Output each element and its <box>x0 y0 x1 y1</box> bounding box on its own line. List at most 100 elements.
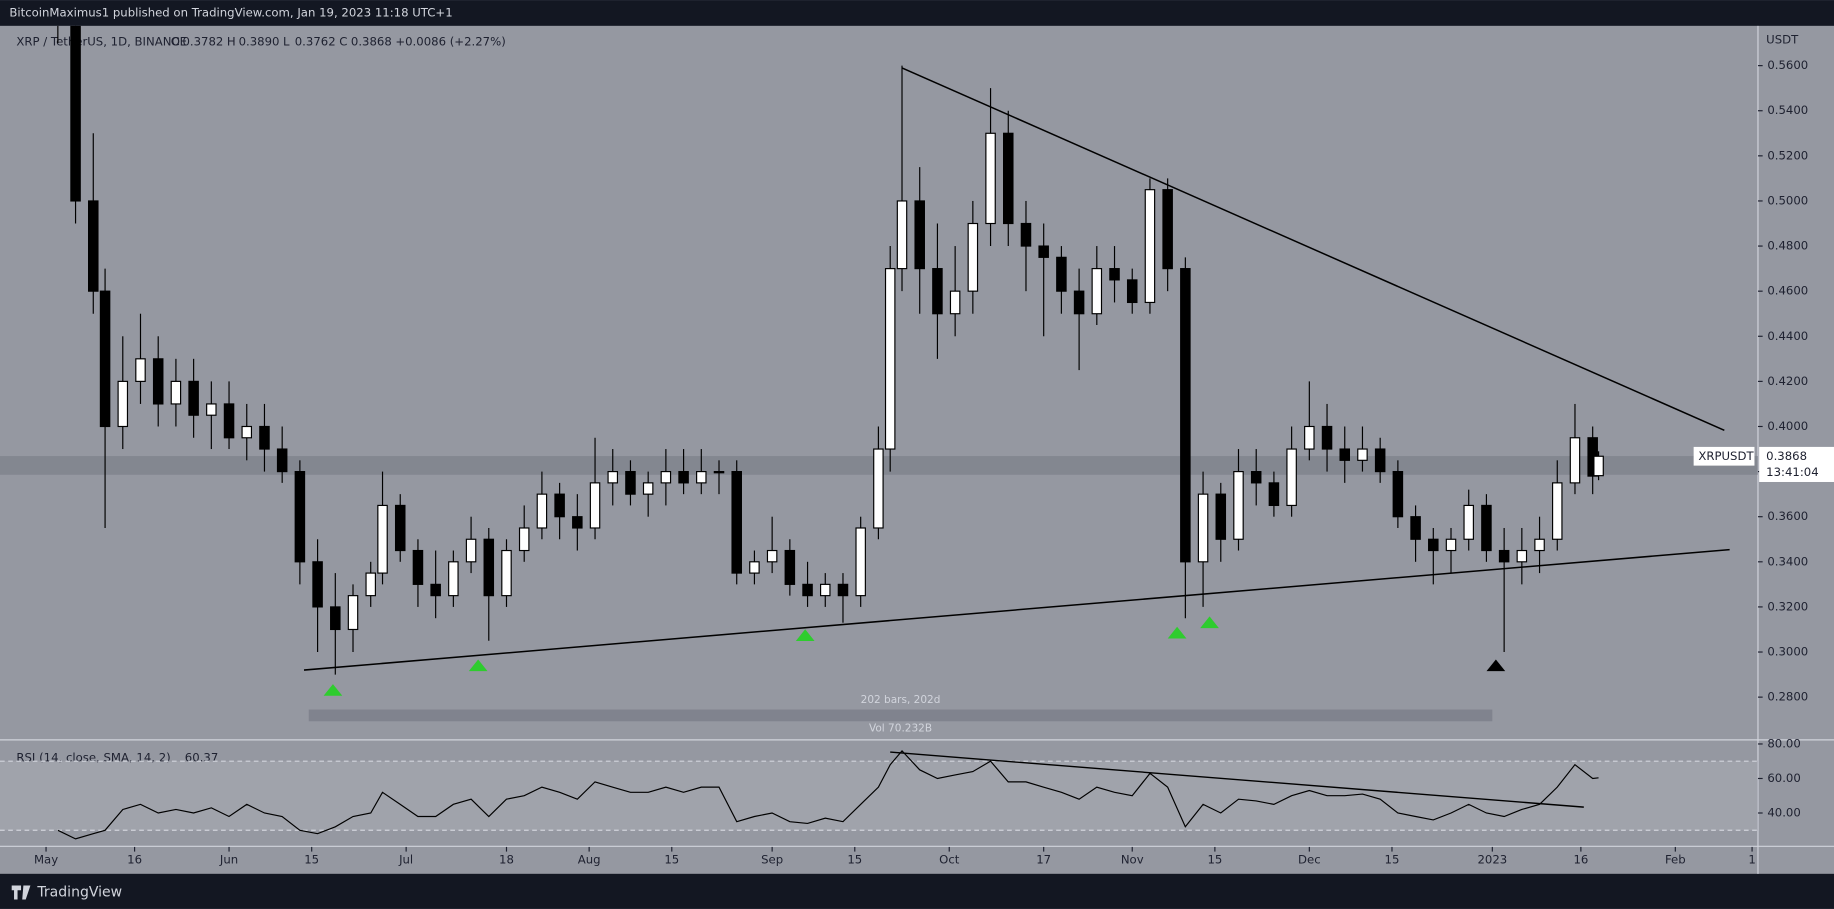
range-text: 202 bars, 202d <box>861 694 941 706</box>
price-pane <box>0 25 1758 722</box>
x-tick-label: 1 <box>1748 852 1755 866</box>
candle-body <box>1233 471 1244 540</box>
price-tag-bg <box>1759 446 1834 482</box>
rsi-pane <box>0 750 1758 840</box>
x-tick-label: Aug <box>578 852 601 866</box>
x-tick-label: 16 <box>1573 852 1588 866</box>
candle-body <box>1197 493 1209 563</box>
x-tick-label: 15 <box>1207 852 1222 866</box>
x-tick-label: Dec <box>1298 852 1321 866</box>
candle-body <box>1038 245 1049 258</box>
y-tick-label: 0.3200 <box>1767 599 1808 613</box>
candle-body <box>312 561 323 608</box>
candle-body <box>1569 437 1581 484</box>
candle-body <box>206 403 217 416</box>
candle-body <box>914 200 925 270</box>
ohlc-legend: H <box>227 35 236 49</box>
candle-body <box>678 471 689 484</box>
candle-body <box>259 425 270 450</box>
candle-body <box>1091 268 1103 315</box>
candle-body <box>241 425 253 439</box>
price-tag-symbol-bg <box>1693 446 1755 466</box>
x-tick-label: Feb <box>1665 852 1686 866</box>
candle-body <box>1020 222 1032 247</box>
candle-body <box>1180 268 1191 563</box>
candle-body <box>1321 425 1333 450</box>
x-tick-label: Jun <box>219 852 238 866</box>
candle-body <box>1003 132 1014 225</box>
candle-body <box>1109 268 1120 281</box>
candle-body <box>749 561 760 574</box>
x-tick-label: 16 <box>127 852 142 866</box>
candle-body <box>1162 189 1173 270</box>
candle-body <box>430 583 441 597</box>
candle-body <box>1268 482 1280 507</box>
candle-body <box>377 504 388 574</box>
price-tag-countdown: 13:41:04 <box>1766 465 1819 479</box>
candle-body <box>1516 549 1528 563</box>
currency: USDT <box>1766 32 1799 46</box>
candle-body <box>365 572 376 597</box>
candle-body <box>1357 448 1368 461</box>
candle-body <box>1552 482 1563 540</box>
y-tick-label: 0.4400 <box>1767 329 1808 343</box>
candle-body <box>188 380 199 416</box>
x-tick-label: May <box>34 852 58 866</box>
y-tick-label: 0.4800 <box>1767 239 1808 253</box>
x-tick-label: 15 <box>847 852 862 866</box>
candle-body <box>554 493 565 518</box>
y-tick-label: 0.5000 <box>1767 193 1808 207</box>
candle-body <box>820 583 831 597</box>
candle-body <box>1593 455 1604 477</box>
top-bar: BitcoinMaximus1 published on TradingView… <box>0 0 1834 26</box>
candle-body <box>412 549 424 585</box>
candle-body <box>117 380 129 428</box>
candle-body <box>1215 493 1227 540</box>
marker <box>1200 616 1219 629</box>
ohlc-legend: 0.3890 <box>239 35 280 49</box>
candle-body <box>1428 538 1439 552</box>
candle-body <box>518 527 530 552</box>
candle-body <box>1304 425 1315 450</box>
candle-body <box>949 290 961 315</box>
candle-body <box>88 200 99 292</box>
y-tick-label: 0.2800 <box>1767 690 1808 704</box>
x-tick-label: Sep <box>761 852 783 866</box>
candle-body <box>855 527 866 597</box>
y-tick-label: 0.5600 <box>1767 58 1808 72</box>
marker <box>1486 659 1506 672</box>
candle-body <box>394 504 406 552</box>
rsi-tick-label: 60.00 <box>1767 771 1800 785</box>
ohlc-legend: L <box>283 35 290 49</box>
overlay: 0.28000.30000.32000.34000.36000.38000.40… <box>34 35 1834 866</box>
y-tick-label: 0.4000 <box>1767 419 1808 433</box>
candle-body <box>223 403 235 439</box>
candle-body <box>483 538 495 597</box>
marker <box>468 659 488 672</box>
candle-body <box>1392 471 1404 518</box>
candle-body <box>625 471 636 495</box>
brand: TradingView <box>36 885 122 901</box>
candle-body <box>896 200 908 270</box>
ohlc-legend: +0.0086 (+2.27%) <box>395 35 505 49</box>
candle-body <box>967 222 979 292</box>
y-tick-label: 0.3000 <box>1767 645 1808 659</box>
candle-body <box>99 290 111 428</box>
candle-body <box>837 583 849 597</box>
trendline <box>901 67 1725 432</box>
publisher: BitcoinMaximus1 published on TradingView… <box>9 5 452 19</box>
trendline <box>303 548 1730 671</box>
y-tick-label: 0.3600 <box>1767 509 1808 523</box>
marker <box>795 629 815 641</box>
y-tick-label: 0.4600 <box>1767 284 1808 298</box>
candle-body <box>501 549 512 597</box>
range-box <box>308 709 1493 722</box>
candle-body <box>607 471 619 484</box>
ohlc-legend: 0.3782 <box>182 35 223 49</box>
candle-body <box>1250 471 1262 484</box>
candle-body <box>660 471 672 484</box>
price-tag-symbol: XRPUSDT <box>1698 449 1754 463</box>
x-tick-label: 15 <box>304 852 319 866</box>
candle-body <box>985 132 996 225</box>
candle-body <box>572 516 583 529</box>
